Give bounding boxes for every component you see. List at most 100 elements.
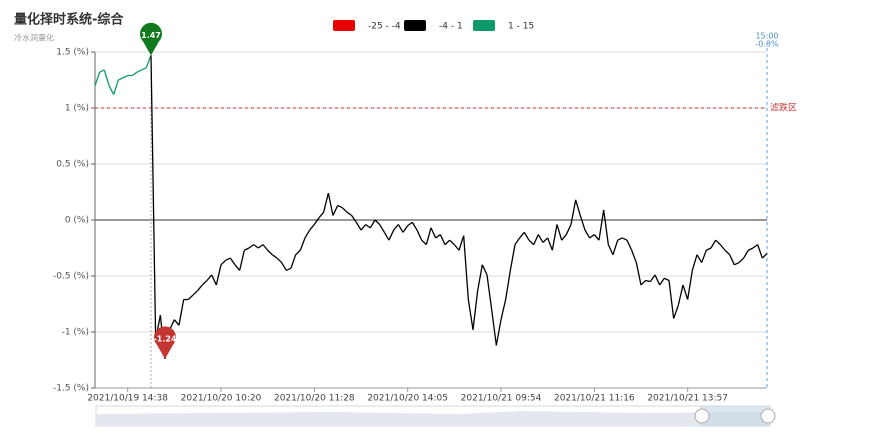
line-segment	[701, 250, 707, 263]
line-segment	[589, 234, 595, 239]
line-segment	[453, 244, 460, 251]
chart-title: 量化择时系统-综合	[14, 12, 124, 28]
line-segment	[211, 274, 217, 286]
line-segment	[533, 234, 539, 245]
legend-swatch[interactable]	[473, 20, 495, 31]
line-segment	[673, 304, 679, 319]
line-segment	[341, 207, 348, 213]
line-segment	[612, 239, 619, 255]
line-segment	[593, 234, 600, 241]
data-zoom[interactable]	[95, 405, 776, 427]
line-segment	[617, 237, 623, 241]
x-tick-label: 2021/10/20 14:05	[367, 394, 448, 404]
line-segment	[215, 264, 222, 286]
line-segment	[267, 249, 273, 256]
line-segment	[290, 254, 297, 269]
pin-label: 1.47	[141, 31, 161, 40]
line-segment	[131, 71, 138, 77]
line-segment	[220, 259, 227, 266]
pin	[140, 22, 162, 56]
legend-label: 1 - 15	[508, 22, 534, 32]
line-segment	[761, 253, 768, 259]
line-segment	[584, 229, 591, 239]
y-tick-label: 0 (%)	[65, 216, 89, 226]
x-tick-label: 2021/10/21 13:57	[647, 394, 728, 404]
line-segment	[178, 299, 185, 326]
line-segment	[234, 264, 241, 271]
line-segment	[579, 215, 586, 231]
line-segment	[715, 239, 721, 246]
line-segment	[719, 244, 726, 251]
line-segment	[118, 77, 124, 81]
line-segment	[257, 244, 264, 249]
line-segment	[262, 244, 269, 251]
line-segment	[691, 254, 698, 271]
line-segment	[631, 250, 637, 263]
end-time-label: 15:00	[755, 32, 778, 41]
line-segment	[495, 319, 502, 346]
mark-point: -1.24	[153, 326, 177, 359]
line-segment	[313, 217, 320, 225]
pin	[154, 326, 176, 359]
line-segment	[519, 231, 525, 239]
line-segment	[271, 254, 278, 259]
line-segment	[649, 274, 656, 282]
line-segment	[561, 234, 567, 241]
line-segment	[360, 224, 367, 231]
line-segment	[444, 239, 451, 246]
x-tick-label: 2021/10/20 10:20	[181, 394, 262, 404]
line-segment	[141, 67, 147, 71]
line-segment	[500, 299, 507, 320]
line-segment	[332, 205, 339, 216]
line-segment	[575, 199, 581, 216]
line-segment	[467, 299, 474, 330]
line-segment	[383, 231, 390, 241]
line-segment	[323, 192, 329, 213]
zoom-window[interactable]	[700, 406, 770, 426]
line-segment	[197, 284, 203, 291]
line-segment	[458, 235, 465, 251]
line-segment	[248, 244, 255, 249]
line-segment	[402, 225, 409, 233]
y-tick-label: -0.5 (%)	[53, 272, 89, 282]
line-segment	[192, 290, 199, 296]
line-segment	[551, 224, 558, 251]
line-segment	[397, 224, 404, 233]
line-segment	[696, 254, 703, 263]
line-segment	[430, 227, 437, 239]
line-segment	[108, 85, 115, 95]
line-segment	[514, 237, 521, 246]
line-segment	[286, 267, 292, 271]
line-segment	[664, 277, 670, 282]
pin-label: -1.24	[153, 334, 176, 343]
line-segment	[528, 239, 535, 246]
line-segment	[276, 257, 283, 264]
line-segment	[309, 224, 315, 231]
line-segment	[542, 237, 549, 243]
line-segment	[304, 229, 311, 239]
line-segment	[565, 224, 572, 235]
x-tick-label: 2021/10/21 09:54	[461, 394, 542, 404]
line-segment	[523, 231, 530, 241]
line-segment	[449, 239, 455, 246]
line-segment	[374, 219, 381, 225]
zoom-handle[interactable]	[694, 408, 710, 424]
y-tick-label: 0.5 (%)	[56, 160, 89, 170]
x-tick-label: 2021/10/20 11:28	[274, 394, 355, 404]
y-tick-label: -1.5 (%)	[53, 384, 89, 394]
legend-swatch[interactable]	[333, 20, 355, 31]
line-segment	[486, 274, 493, 310]
line-segment	[365, 223, 371, 229]
line-segment	[229, 257, 236, 266]
line-segment	[748, 247, 754, 251]
line-segment	[654, 274, 661, 286]
legend-swatch[interactable]	[404, 20, 426, 31]
line-segment	[239, 250, 245, 271]
line-segment	[626, 239, 633, 251]
line-segment	[187, 294, 194, 300]
zoom-handle[interactable]	[760, 408, 776, 424]
line-segment	[752, 244, 759, 249]
line-segment	[603, 209, 609, 245]
line-segment	[327, 192, 334, 216]
